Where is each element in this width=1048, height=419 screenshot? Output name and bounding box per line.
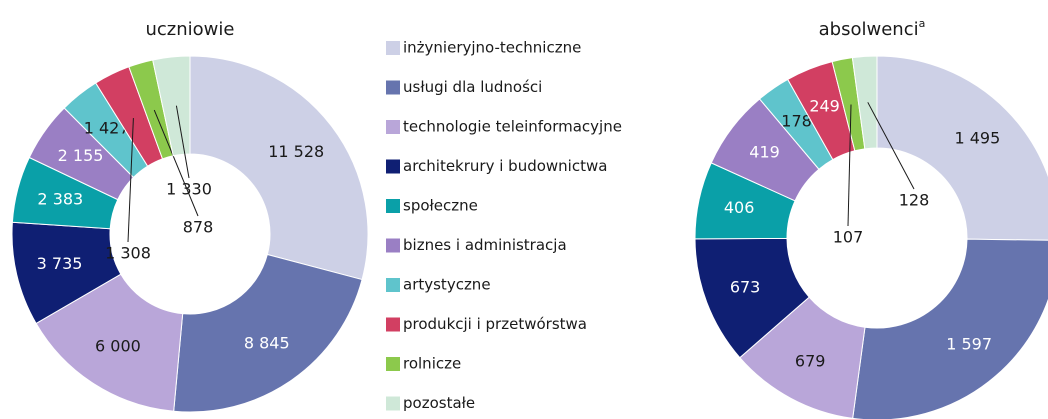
data-label: 128 xyxy=(899,191,930,210)
legend-swatch xyxy=(386,80,400,95)
legend-label: artystyczne xyxy=(403,276,491,294)
slice xyxy=(35,273,184,412)
data-label: 2 155 xyxy=(58,146,104,165)
legend-swatch xyxy=(386,120,400,134)
legend-swatch xyxy=(386,317,400,332)
data-label: 406 xyxy=(724,198,755,217)
data-label: 2 383 xyxy=(37,190,83,209)
legend-swatch xyxy=(386,159,400,174)
data-label: 679 xyxy=(795,352,826,371)
chart-title: uczniowie xyxy=(146,19,235,40)
data-label: 107 xyxy=(833,228,864,247)
leader-line xyxy=(867,102,915,190)
legend-label: społeczne xyxy=(403,197,478,215)
legend-swatch xyxy=(386,41,400,55)
legend-swatch xyxy=(386,396,400,411)
legend-label: produkcji i przetwórstwa xyxy=(403,315,587,333)
data-label: 249 xyxy=(809,97,840,116)
slice xyxy=(189,55,369,281)
data-label: 6 000 xyxy=(95,336,141,355)
legend-label: pozostałe xyxy=(403,394,475,412)
data-label: 1 427 xyxy=(84,119,130,138)
data-label: 419 xyxy=(749,142,780,161)
data-label: 1 308 xyxy=(105,244,151,263)
data-label: 11 528 xyxy=(268,142,324,161)
legend-swatch xyxy=(386,357,400,371)
legend-label: biznes i administracja xyxy=(403,236,567,254)
slice xyxy=(852,238,1048,419)
leader-line xyxy=(127,118,134,243)
legend-label: architekrury i budownictwa xyxy=(403,157,607,175)
legend-swatch xyxy=(386,278,400,292)
data-label: 673 xyxy=(730,277,761,296)
leader-line xyxy=(175,105,190,179)
data-label: 178 xyxy=(781,112,812,131)
title-text: absolwenci xyxy=(819,19,919,40)
data-label: 1 597 xyxy=(946,334,992,353)
chart-title: absolwencia xyxy=(819,17,926,40)
data-label: 878 xyxy=(183,218,214,237)
legend-swatch xyxy=(386,238,400,253)
legend-label: rolnicze xyxy=(403,355,461,373)
data-label: 8 845 xyxy=(244,333,290,352)
data-label: 3 735 xyxy=(37,254,83,273)
slice xyxy=(876,55,1048,241)
slice xyxy=(851,55,878,150)
slice xyxy=(173,253,363,413)
legend-label: technologie teleinformacyjne xyxy=(403,118,622,136)
title-superscript: a xyxy=(919,17,926,30)
legend-swatch xyxy=(386,199,400,213)
leader-line xyxy=(153,109,199,217)
data-label: 1 330 xyxy=(166,180,212,199)
legend-label: usługi dla ludności xyxy=(403,78,542,96)
legend-label: inżynieryjno-techniczne xyxy=(403,39,581,57)
data-label: 1 495 xyxy=(954,128,1000,147)
leader-line xyxy=(847,104,852,227)
